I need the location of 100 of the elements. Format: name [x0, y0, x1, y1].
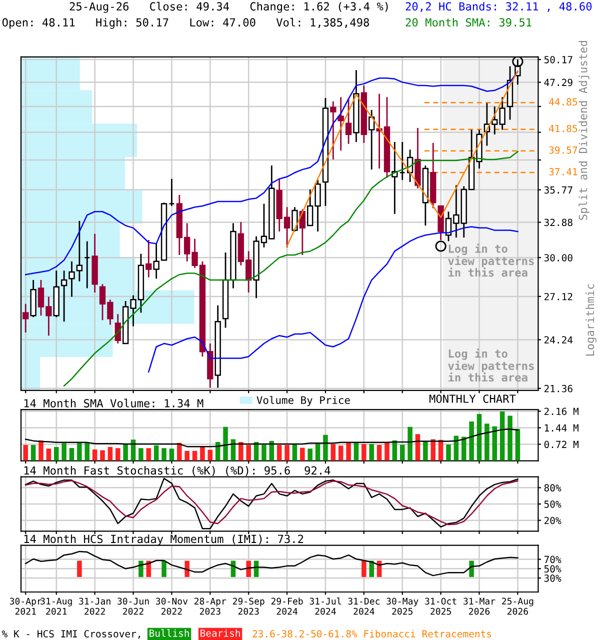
text: Bearish — [200, 629, 240, 637]
x-tick-label: 31-Mar 2026 — [464, 598, 496, 615]
text: 20 Month SMA: 39.51 — [406, 18, 532, 27]
bar — [276, 444, 282, 461]
y-tick-label: 20% — [544, 516, 562, 524]
x-tick-label: 28-Apr 2023 — [194, 598, 226, 615]
bar — [354, 442, 359, 461]
bar — [92, 450, 98, 461]
candlestick — [368, 109, 375, 170]
bar — [300, 448, 305, 461]
candlestick — [399, 141, 406, 181]
bar — [100, 450, 105, 461]
x-tick-label: 31-Dec 2024 — [348, 598, 380, 615]
text: Logarithmic — [586, 284, 596, 356]
y-tick-label: 1.44 M — [544, 424, 578, 432]
chart-title: 14 Month SMA Volume: 1.34 M — [24, 398, 204, 408]
y-tick-label: 50% — [544, 500, 562, 508]
bar — [84, 442, 90, 461]
bar — [508, 416, 512, 461]
y-tick-label: 32.88 — [544, 218, 572, 226]
x-tick-label: 31-Jan 2022 — [79, 598, 110, 615]
bar — [323, 434, 328, 461]
x-tick-label: 30-Apr 2021 — [10, 598, 42, 615]
y-axis-title: Split and Dividend Adjusted — [578, 41, 590, 220]
bar — [138, 448, 144, 461]
text: 20,2 HC Bands: 32.11 , 48.60 — [406, 2, 592, 12]
y-tick-label: 0.72 M — [544, 440, 578, 448]
chart-title: 14 Month HCS Intraday Momentum (IMI): 73.2 — [24, 534, 304, 546]
y-tick-label: 70% — [544, 556, 562, 564]
band-label: Log in to view patterns in this area — [448, 244, 534, 277]
ref-line-label: 39.57 — [549, 146, 578, 154]
x-tick-label: 31-Oct 2025 — [425, 598, 456, 615]
bar — [376, 444, 382, 461]
bar — [430, 439, 436, 461]
line-series — [24, 550, 518, 576]
legend-label: Volume By Price — [256, 396, 350, 406]
bar — [77, 442, 82, 461]
bar — [492, 426, 498, 461]
bar — [484, 424, 490, 461]
bar — [154, 445, 159, 461]
bar — [108, 447, 113, 461]
bar — [246, 444, 251, 461]
x-tick-label: 29-Feb 2024 — [271, 598, 303, 615]
bar — [184, 450, 190, 461]
bar — [469, 422, 474, 461]
bar — [192, 450, 198, 461]
bar — [369, 444, 374, 461]
chart-title: 14 Month Fast Stochastic (%K) (%D): 95.6 92.4 — [24, 466, 330, 476]
bar — [330, 444, 336, 461]
x-tick-label: 29-Sep 2023 — [232, 598, 264, 615]
text: Open: 48.11 High: 50.17 Low: 47.00 Vol: 1,385,498 — [2, 18, 370, 29]
bar — [23, 444, 28, 461]
y-tick-label: 47.29 — [544, 78, 572, 86]
x-tick-label: 30-May 2025 — [386, 598, 418, 615]
candlestick — [153, 243, 160, 280]
bar — [38, 440, 44, 461]
y-tick-label: 50% — [544, 565, 562, 572]
y-tick-label: 35.77 — [544, 186, 572, 194]
candlestick — [76, 220, 83, 282]
candlestick — [84, 240, 90, 289]
candlestick — [338, 96, 344, 152]
x-tick-label: 25-Aug 2026 — [502, 598, 534, 615]
y-tick-label: 30% — [544, 574, 562, 582]
candlestick — [345, 98, 352, 145]
text: MONTHLY CHART — [429, 394, 516, 403]
text: Bullish — [150, 629, 189, 637]
bar — [292, 444, 298, 461]
bar — [515, 428, 520, 461]
bar — [284, 444, 290, 461]
bar — [62, 443, 66, 461]
ref-line-label: 37.41 — [549, 168, 578, 176]
text: 25-Aug-26 Close: 49.34 Change: 1.62 (+3.4 %) — [70, 2, 388, 13]
bar — [476, 414, 482, 461]
line-series — [24, 428, 518, 448]
bar — [384, 442, 390, 461]
ref-line-label: 44.85 — [549, 98, 578, 106]
bar — [262, 444, 266, 461]
candlestick — [60, 270, 68, 322]
y-tick-label: 2.16 M — [544, 408, 578, 416]
bar — [446, 444, 451, 461]
bar — [461, 436, 466, 461]
bar — [54, 447, 59, 461]
bar — [400, 444, 405, 461]
bar — [169, 448, 174, 461]
bar — [346, 442, 351, 461]
bar — [162, 448, 166, 461]
y-tick-label: 21.36 — [544, 384, 572, 392]
candlestick — [22, 303, 29, 334]
bar — [423, 442, 428, 461]
bar — [315, 443, 320, 461]
bar — [30, 444, 36, 461]
bar — [308, 448, 312, 461]
bar — [200, 446, 205, 461]
candlestick — [292, 206, 298, 232]
candlestick — [146, 239, 152, 278]
candlestick — [168, 178, 175, 207]
ref-line-label: 41.85 — [549, 124, 578, 132]
y-tick-label: 50.17 — [544, 56, 572, 64]
x-tick-label: 31-Aug 2021 — [40, 598, 72, 615]
bar — [338, 446, 344, 461]
